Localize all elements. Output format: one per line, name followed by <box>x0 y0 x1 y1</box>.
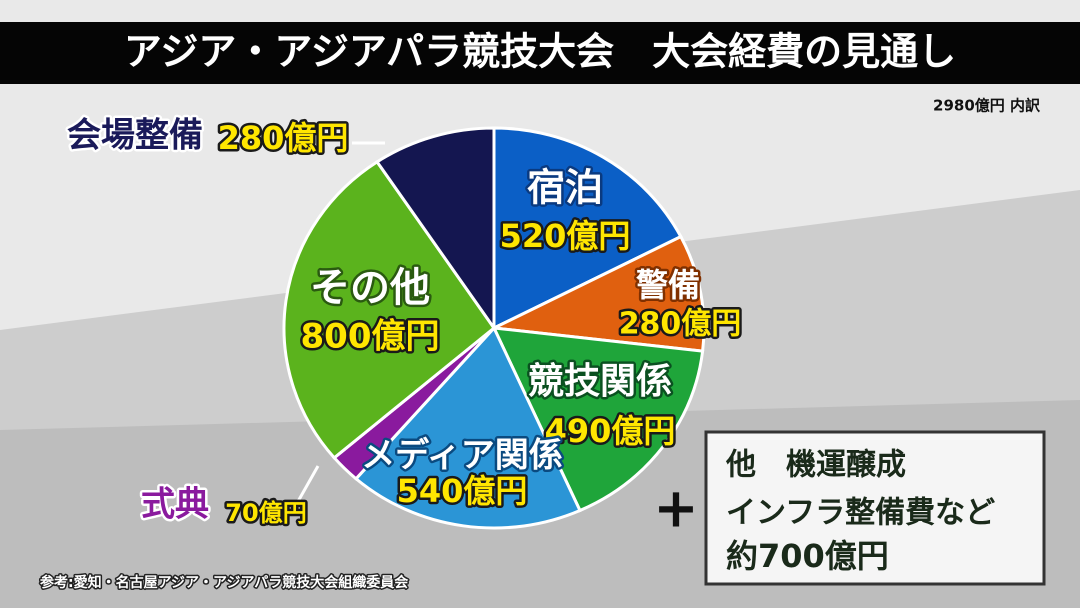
note-line: 約700億円 <box>726 537 889 575</box>
value-label: 280億円 <box>218 119 349 157</box>
value-label: 70億円 <box>225 499 306 527</box>
pie-slice <box>374 126 496 333</box>
chart-title: アジア・アジアパラ競技大会 大会経費の見通し <box>124 30 956 74</box>
source: 参考:愛知・名古屋アジア・アジアパラ競技大会組織委員会 <box>40 574 409 591</box>
slice-label: 式典 <box>141 485 209 525</box>
pie-slice <box>488 234 706 353</box>
title-bar <box>0 22 1080 84</box>
leader-line <box>294 465 320 506</box>
value-label: 800億円 <box>301 317 440 357</box>
slice-label: メディア関係 <box>361 436 563 476</box>
slice-label: 会場整備 <box>67 116 203 156</box>
slice-label: 警備 <box>636 266 700 304</box>
subtitle: 2980億円 内訳 <box>933 97 1041 115</box>
note-line: インフラ整備費など <box>726 496 995 531</box>
value-label: 280億円 <box>619 307 742 342</box>
slice-label: その他 <box>310 265 430 311</box>
note-box <box>704 430 1046 586</box>
pie <box>282 126 706 530</box>
value-label: 520億円 <box>500 217 631 255</box>
slice-label: 宿泊 <box>527 166 603 210</box>
pie-slice <box>282 159 497 460</box>
note-line: 他 機運醸成 <box>725 448 906 483</box>
plus-sign: + <box>653 477 698 540</box>
value-label: 490億円 <box>545 412 676 450</box>
slice-label: 競技関係 <box>528 361 672 402</box>
pie-slice <box>491 326 705 513</box>
pie-slice <box>353 325 582 530</box>
value-label: 540億円 <box>397 472 528 510</box>
pie-slice <box>492 126 683 331</box>
